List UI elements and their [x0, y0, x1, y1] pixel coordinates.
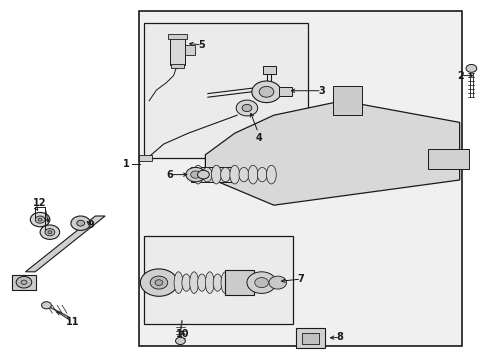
Bar: [139, 155, 151, 161]
Circle shape: [77, 220, 84, 226]
Ellipse shape: [193, 165, 203, 184]
Bar: [144, 236, 293, 324]
Ellipse shape: [248, 165, 258, 184]
Circle shape: [251, 81, 281, 103]
Ellipse shape: [220, 167, 230, 182]
Circle shape: [38, 218, 42, 221]
Circle shape: [190, 171, 200, 178]
Text: 7: 7: [297, 274, 304, 284]
Text: 3: 3: [318, 86, 325, 96]
Bar: [295, 328, 325, 348]
Bar: [139, 11, 461, 346]
Ellipse shape: [197, 274, 206, 291]
Circle shape: [465, 64, 476, 72]
Circle shape: [140, 269, 177, 296]
Circle shape: [254, 278, 268, 288]
Text: 12: 12: [33, 198, 47, 208]
Circle shape: [45, 229, 55, 236]
Circle shape: [150, 276, 167, 289]
Circle shape: [155, 280, 163, 285]
Circle shape: [185, 167, 205, 182]
Bar: [144, 23, 307, 158]
Circle shape: [21, 280, 27, 284]
Polygon shape: [25, 216, 105, 272]
Circle shape: [268, 276, 286, 289]
Ellipse shape: [182, 274, 190, 291]
Polygon shape: [205, 101, 459, 205]
Bar: [224, 270, 254, 295]
Circle shape: [16, 276, 32, 288]
Ellipse shape: [211, 165, 221, 184]
Bar: [278, 87, 292, 96]
Circle shape: [35, 216, 45, 223]
Bar: [12, 275, 36, 290]
Ellipse shape: [189, 272, 198, 293]
Text: 1: 1: [122, 159, 129, 169]
Circle shape: [242, 104, 251, 112]
Bar: [184, 45, 194, 55]
Circle shape: [41, 302, 51, 309]
Ellipse shape: [205, 272, 214, 293]
Bar: [190, 167, 234, 182]
Text: 5: 5: [198, 40, 205, 50]
Bar: [301, 333, 319, 344]
Bar: [170, 38, 184, 65]
Circle shape: [175, 337, 185, 345]
Bar: [171, 64, 183, 68]
Circle shape: [236, 100, 257, 116]
Bar: [427, 149, 468, 169]
Circle shape: [48, 231, 52, 234]
Circle shape: [259, 86, 273, 97]
Text: 10: 10: [176, 329, 189, 339]
Circle shape: [71, 216, 90, 230]
Ellipse shape: [229, 165, 239, 184]
Bar: [332, 86, 361, 115]
Ellipse shape: [202, 167, 212, 182]
Bar: [168, 34, 186, 39]
Ellipse shape: [257, 167, 266, 182]
Text: 6: 6: [166, 170, 173, 180]
Bar: [262, 66, 276, 74]
Circle shape: [40, 225, 60, 239]
Ellipse shape: [239, 167, 248, 182]
Text: 9: 9: [87, 220, 94, 230]
Circle shape: [197, 170, 209, 179]
Circle shape: [246, 272, 276, 293]
Text: 2: 2: [456, 71, 463, 81]
Text: 4: 4: [255, 132, 262, 143]
Ellipse shape: [266, 165, 276, 184]
Ellipse shape: [174, 272, 183, 293]
Ellipse shape: [213, 274, 222, 291]
Ellipse shape: [221, 272, 229, 293]
Circle shape: [30, 212, 50, 227]
Text: 8: 8: [336, 332, 343, 342]
Text: 11: 11: [65, 317, 79, 327]
